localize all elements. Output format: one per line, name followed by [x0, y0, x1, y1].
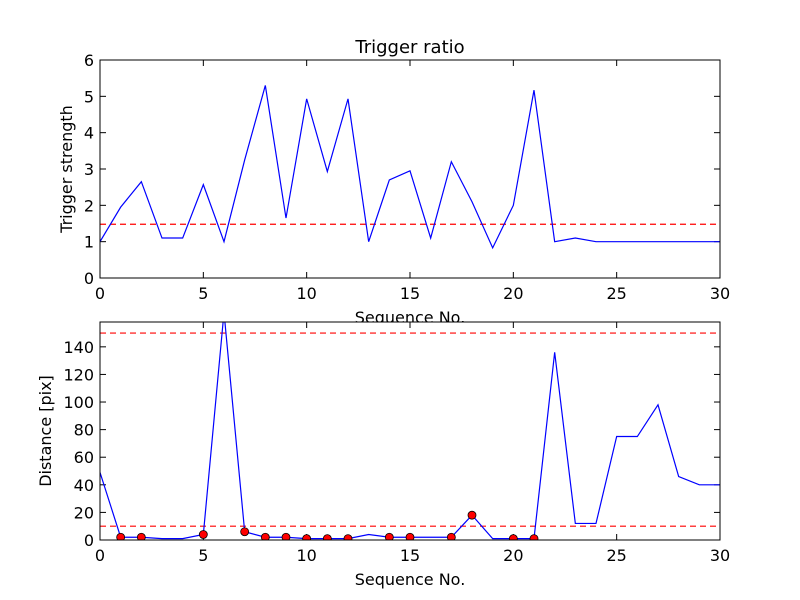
y-tick-label: 60 — [74, 448, 94, 467]
data-point-marker — [322, 534, 332, 540]
x-tick-label: 15 — [400, 284, 420, 303]
x-axis-label: Sequence No. — [355, 570, 466, 589]
data-point-marker — [260, 532, 270, 540]
plot-frame — [99, 321, 721, 541]
tick-group: 0 5 10 15 20 25 30 0 20 40 60 80 100 120 140 — [63, 322, 730, 565]
plot-area — [100, 322, 720, 540]
plot-series — [100, 322, 720, 540]
data-point-marker — [529, 534, 539, 540]
data-point-marker — [446, 532, 456, 540]
x-tick-label: 5 — [198, 546, 208, 565]
tick-group: 0 5 10 15 20 25 30 0 1 2 3 4 5 6 — [84, 51, 730, 303]
x-tick-label: 25 — [606, 546, 626, 565]
y-tick-label: 3 — [84, 160, 94, 179]
y-axis-label: Distance [pix] — [36, 375, 55, 487]
x-tick-label: 10 — [296, 546, 316, 565]
plot-series — [100, 85, 720, 250]
data-point-marker — [116, 532, 126, 540]
y-tick-label: 140 — [63, 338, 94, 357]
y-tick-label: 20 — [74, 503, 94, 522]
y-tick-label: 120 — [63, 365, 94, 384]
y-tick-label: 80 — [74, 421, 94, 440]
series-line — [100, 85, 720, 250]
x-tick-label: 5 — [198, 284, 208, 303]
x-tick-label: 20 — [503, 284, 523, 303]
x-tick-label: 30 — [710, 284, 730, 303]
x-tick-label: 20 — [503, 546, 523, 565]
y-tick-label: 4 — [84, 124, 94, 143]
data-point-marker — [508, 534, 518, 540]
data-point-marker — [281, 532, 291, 540]
x-tick-label: 15 — [400, 546, 420, 565]
x-tick-label: 0 — [95, 546, 105, 565]
y-tick-label: 2 — [84, 196, 94, 215]
y-tick-label: 100 — [63, 393, 94, 412]
data-point-marker — [405, 532, 415, 540]
y-tick-label: 0 — [84, 531, 94, 550]
y-tick-label: 0 — [84, 269, 94, 288]
data-point-marker — [240, 527, 250, 537]
subplot-distance: 0 5 10 15 20 25 30 0 20 40 60 80 100 120 140 Sequence … — [36, 321, 730, 589]
plot-frame — [99, 59, 721, 279]
x-tick-label: 10 — [296, 284, 316, 303]
chart-title: Trigger ratio — [354, 37, 464, 58]
y-tick-label: 1 — [84, 233, 94, 252]
x-tick-label: 30 — [710, 546, 730, 565]
data-point-marker — [302, 534, 312, 540]
plot-area — [100, 60, 720, 278]
data-point-marker — [467, 510, 477, 520]
y-tick-label: 5 — [84, 87, 94, 106]
y-tick-label: 40 — [74, 476, 94, 495]
data-point-marker — [198, 530, 208, 539]
y-tick-label: 6 — [84, 51, 94, 70]
x-tick-label: 25 — [606, 284, 626, 303]
data-point-marker — [136, 532, 146, 540]
data-point-marker — [343, 534, 353, 540]
y-axis-label: Trigger strength — [57, 105, 76, 234]
data-point-marker — [384, 532, 394, 540]
x-tick-label: 0 — [95, 284, 105, 303]
